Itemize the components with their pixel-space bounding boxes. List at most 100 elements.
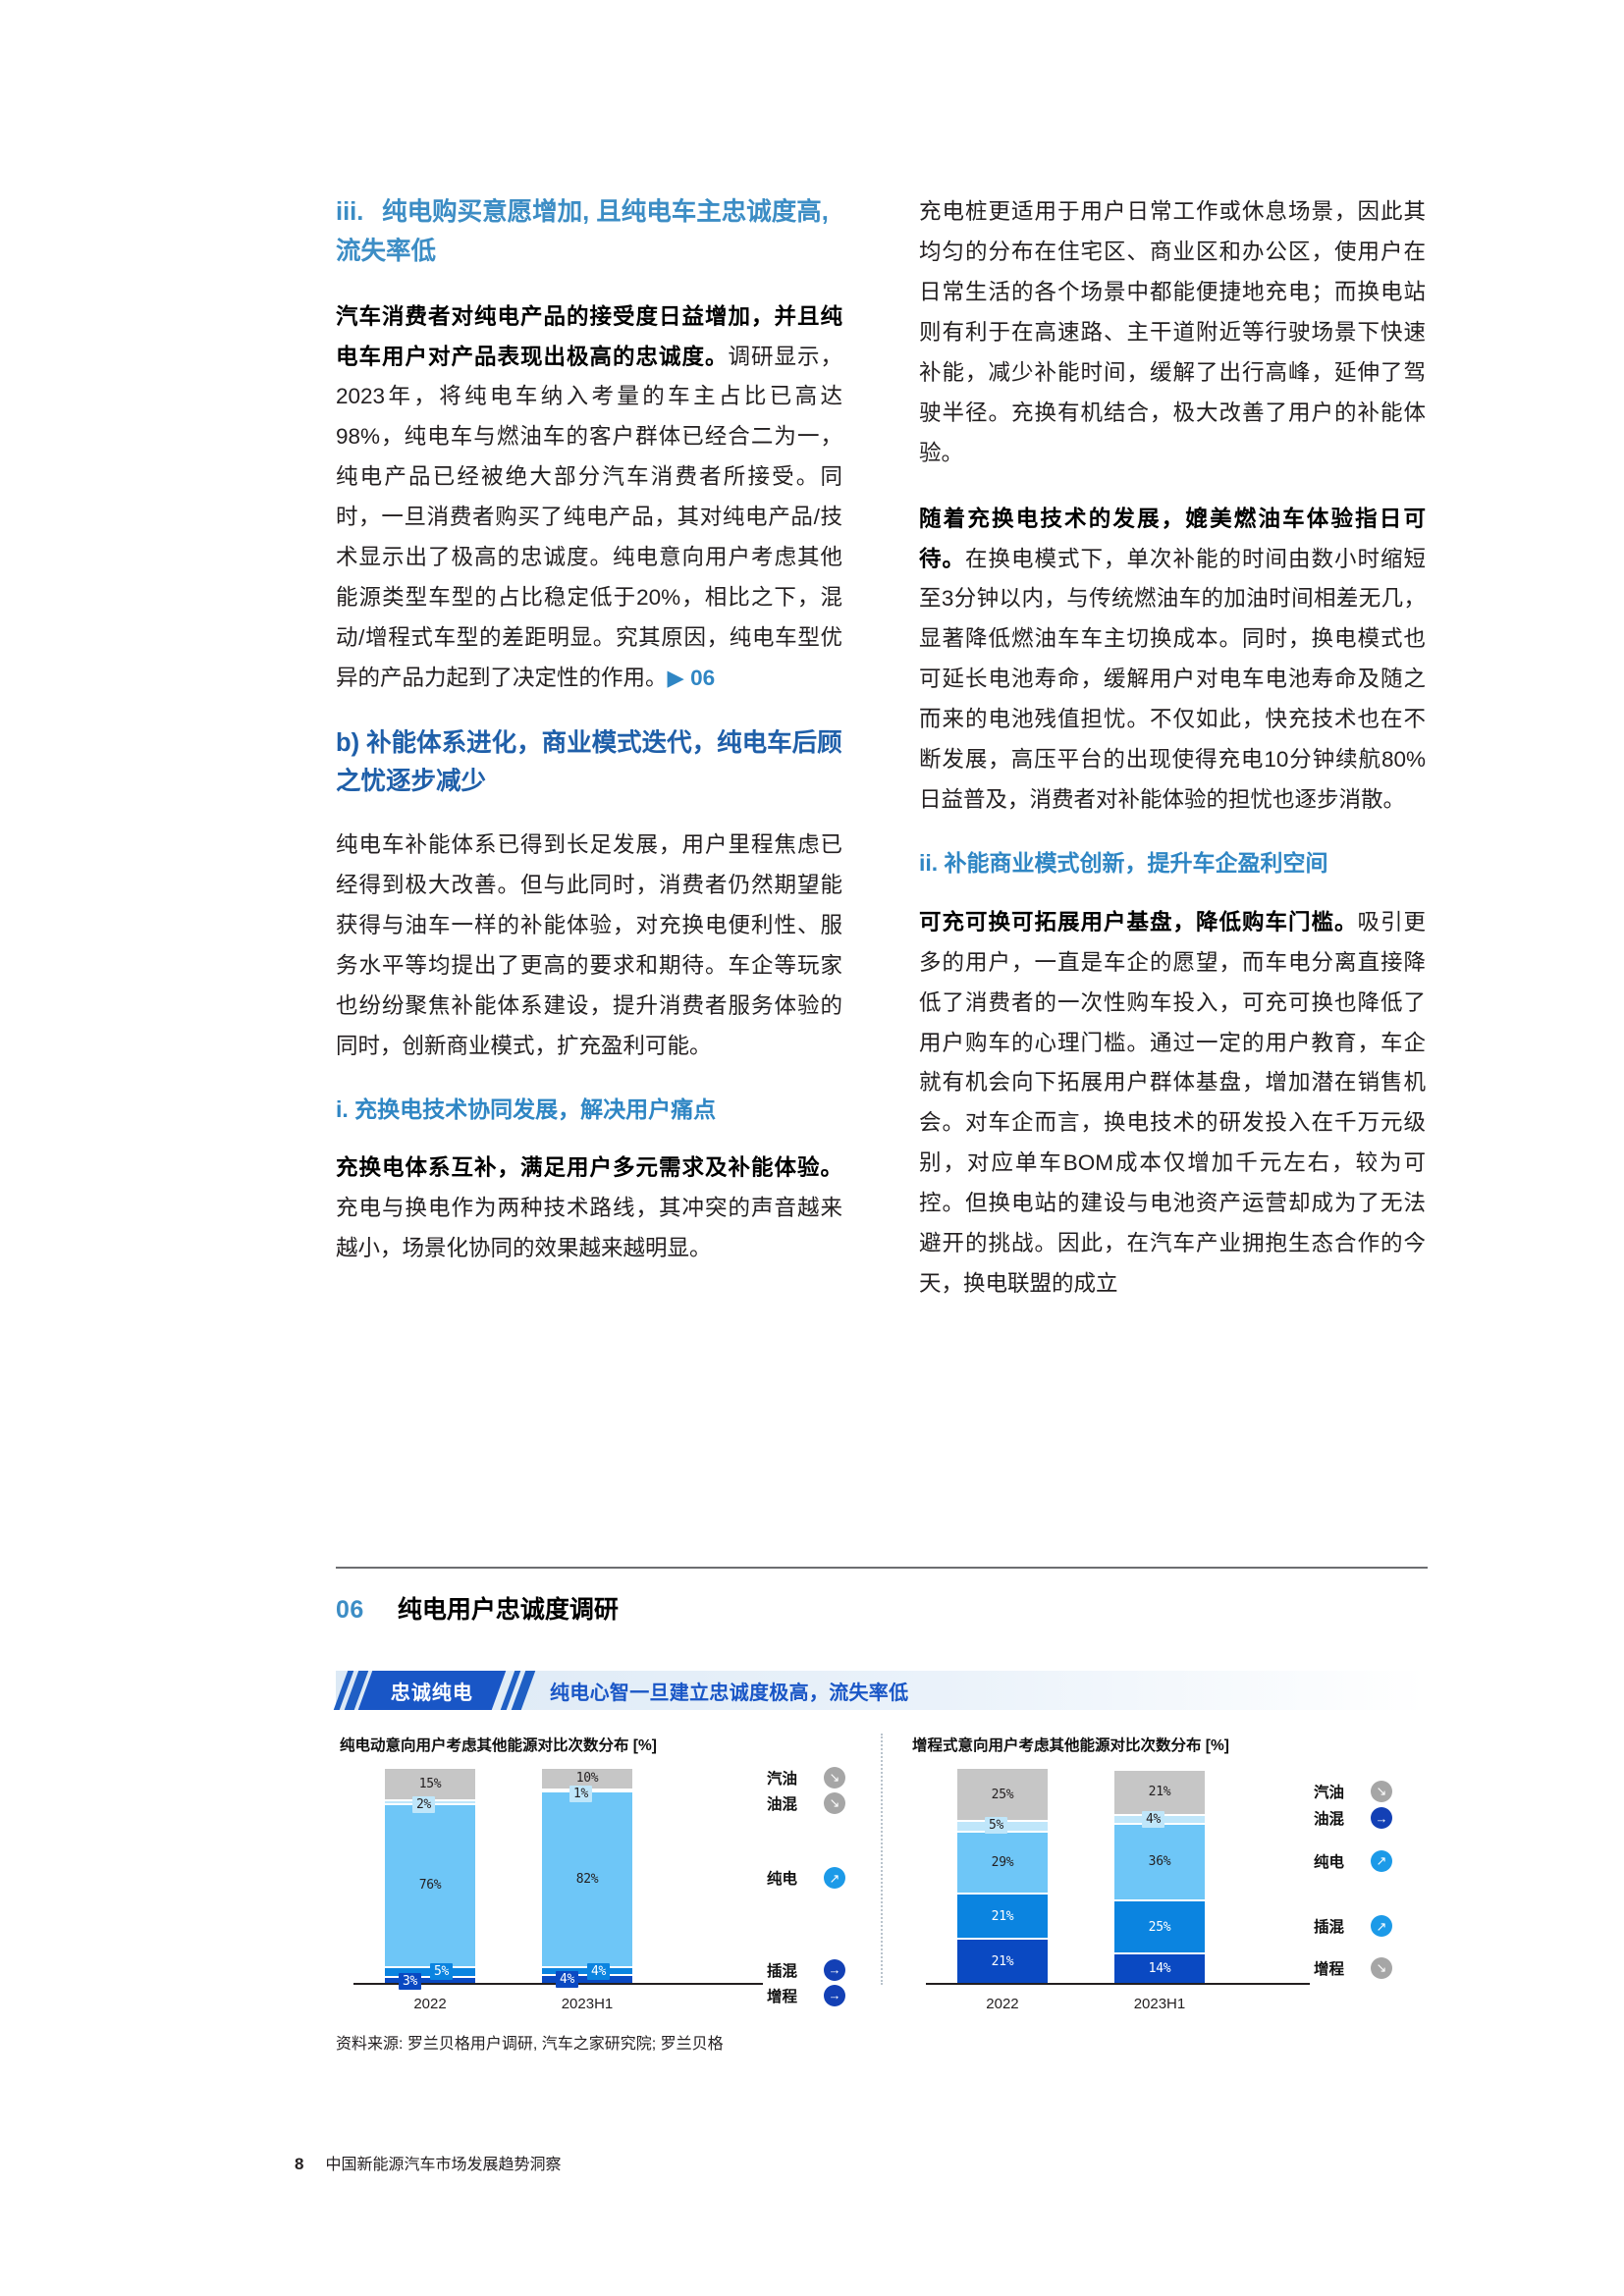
page-number: 8: [295, 2155, 304, 2173]
bar-segment-value: 36%: [1148, 1854, 1171, 1870]
right-paragraph-2: 随着充换电技术的发展，媲美燃油车体验指日可待。在换电模式下，单次补能的时间由数小…: [919, 500, 1426, 822]
bar-segment-hybrid: 2%: [385, 1795, 475, 1813]
arrow-up-right-icon: ↗: [1371, 1915, 1392, 1938]
legend-item-erev: 增程 ↘: [1314, 1956, 1428, 1979]
paragraph-2: 纯电车补能体系已得到长足发展，用户里程焦虑已经得到极大改善。但与此同时，消费者仍…: [336, 831, 842, 1058]
legend-item-label: 增程: [766, 1988, 797, 2005]
legend-item-label: 油混: [1314, 1811, 1345, 1829]
bar-segment-value: 1%: [569, 1785, 593, 1802]
bar-segment-value: 25%: [991, 1787, 1014, 1802]
bar-segment-hybrid: 5%: [956, 1817, 1048, 1835]
arrow-up-right-icon: ↗: [823, 1867, 845, 1890]
bar-segment-value: 21%: [991, 1908, 1014, 1924]
chart-right-caption: 增程式意向用户考虑其他能源对比次数分布 [%]: [911, 1737, 1229, 1754]
banner-tag-label: 忠诚纯电: [391, 1682, 473, 1704]
bar-segment-gasoline: 10%: [542, 1766, 632, 1789]
arrow-right-icon: →: [823, 1984, 845, 2006]
legend-item-label: 纯电: [766, 1871, 797, 1889]
bar-segment-value: 25%: [1148, 1919, 1171, 1935]
paragraph-3: 充换电体系互补，满足用户多元需求及补能体验。充电与换电作为两种技术路线，其冲突的…: [336, 1148, 842, 1269]
bar-segment-value: 5%: [430, 1962, 454, 1980]
bar-segment-hybrid: 1%: [542, 1785, 632, 1802]
legend-item-bev: 纯电 ↗: [1314, 1849, 1428, 1872]
chart-left-caption: 纯电动意向用户考虑其他能源对比次数分布 [%]: [340, 1737, 657, 1754]
figure-top-rule: [336, 1567, 1428, 1569]
bar-segment-value: 82%: [575, 1871, 599, 1887]
legend-item-gasoline: 汽油 ↘: [1314, 1780, 1428, 1802]
heading-iii-numeral: iii.: [336, 198, 364, 226]
right-paragraph-1: 充电桩更适用于用户日常工作或休息场景，因此其均匀的分布在住宅区、商业区和办公区，…: [919, 199, 1426, 465]
bar-segment-value: 4%: [587, 1962, 611, 1980]
chart-right: 增程式意向用户考虑其他能源对比次数分布 [%] 21% 21% 29% 5% 25% 20…: [880, 1734, 1428, 2012]
stacked-bar-2022: 3% 5% 76% 2% 15% 2022: [385, 1766, 475, 2012]
footer-title: 中国新能源汽车市场发展趋势洞察: [325, 2157, 562, 2173]
chart-legend: 汽油 ↘ 油混 ↘ 纯电 ↗ 插混 → 增程 →: [766, 1766, 881, 2006]
legend-item-label: 油混: [766, 1795, 797, 1813]
right-paragraph-3-bold: 可充可换可拓展用户基盘，降低购车门槛。: [919, 909, 1358, 934]
heading-iii-text: 纯电购买意愿增加, 且纯电车主忠诚度高, 流失率低: [336, 198, 829, 266]
arrow-right-icon: →: [823, 1958, 845, 1981]
bar-segment-phev: 21%: [956, 1893, 1048, 1939]
arrow-down-right-icon: ↘: [823, 1791, 845, 1814]
bar-segment-phev: 4%: [542, 1962, 632, 1980]
figure-title: 纯电用户忠诚度调研: [397, 1596, 619, 1624]
legend-item-hybrid: 油混 →: [1314, 1807, 1428, 1830]
right-column: 充电桩更适用于用户日常工作或休息场景，因此其均匀的分布在住宅区、商业区和办公区，…: [919, 192, 1426, 1330]
stacked-bar-2022: 21% 21% 29% 5% 25% 2022: [956, 1766, 1048, 2012]
x-axis-label: 2022: [986, 1996, 1019, 2012]
bar-segment-value: 3%: [399, 1973, 422, 1991]
bar-segment-erev: 21%: [956, 1938, 1048, 1983]
heading-iii: iii. 纯电购买意愿增加, 且纯电车主忠诚度高, 流失率低: [336, 192, 842, 272]
right-paragraph-3-rest: 吸引更多的用户，一直是车企的愿望，而车电分离直接降低了消费者的一次性购车投入，可…: [919, 909, 1426, 1297]
bar-segment-value: 29%: [991, 1855, 1014, 1871]
banner-subtitle: 纯电心智一旦建立忠诚度极高，流失率低: [550, 1682, 909, 1704]
bar-segment-value: 15%: [418, 1776, 442, 1791]
body-columns: iii. 纯电购买意愿增加, 且纯电车主忠诚度高, 流失率低 汽车消费者对纯电产…: [336, 192, 1426, 1330]
bar-segment-value: 2%: [412, 1795, 436, 1813]
bar-segment-value: 5%: [984, 1817, 1008, 1835]
bar-segment-value: 14%: [1148, 1961, 1171, 1977]
legend-item-label: 插混: [766, 1962, 797, 1980]
x-axis-label: 2022: [413, 1996, 447, 2012]
bar-segment-gasoline: 15%: [385, 1766, 475, 1799]
page-footer: 8 中国新能源汽车市场发展趋势洞察: [295, 2151, 561, 2174]
figure-reference-06[interactable]: ▶ 06: [667, 666, 716, 690]
chart-legend: 汽油 ↘ 油混 → 纯电 ↗ 插混 ↗ 增程 ↘: [1314, 1769, 1428, 1983]
bar-segment-erev: 14%: [1113, 1952, 1205, 1983]
bar-segment-bev: 82%: [542, 1789, 632, 1966]
bar-segment-gasoline: 21%: [1113, 1769, 1205, 1814]
figure-source: 资料来源: 罗兰贝格用户调研, 汽车之家研究院; 罗兰贝格: [336, 2036, 724, 2053]
arrow-down-right-icon: ↘: [823, 1766, 845, 1789]
heading-ii: ii. 补能商业模式创新，提升车企盈利空间: [919, 850, 1328, 877]
figure-06: 06 纯电用户忠诚度调研 忠诚纯电 纯电心智一旦建立忠诚度极高，流失率低 纯电动…: [333, 1567, 1428, 2054]
bar-segment-value: 21%: [991, 1953, 1014, 1969]
bar-segment-phev: 5%: [385, 1962, 475, 1980]
arrow-right-icon: →: [1371, 1807, 1392, 1830]
bar-segment-bev: 76%: [385, 1802, 475, 1966]
legend-item-erev: 增程 →: [766, 1984, 881, 2006]
paragraph-3-bold: 充换电体系互补，满足用户多元需求及补能体验。: [336, 1155, 842, 1181]
heading-i: i. 充换电技术协同发展，解决用户痛点: [336, 1095, 717, 1122]
bar-segment-bev: 29%: [956, 1831, 1048, 1894]
paragraph-1-rest: 调研显示，2023年，将纯电车纳入考量的车主占比已高达98%，纯电车与燃油车的客…: [336, 344, 842, 691]
bar-segment-gasoline: 25%: [956, 1766, 1048, 1821]
legend-item-phev: 插混 →: [766, 1958, 881, 1981]
right-paragraph-2-bold: 随着充换电技术的发展，媲美燃油车体验指日可待。: [919, 506, 1426, 571]
heading-section-b: b) 补能体系进化，商业模式迭代，纯电车后顾之忧逐步减少: [336, 728, 842, 796]
arrow-down-right-icon: ↘: [1371, 1956, 1392, 1979]
bar-segment-value: 21%: [1148, 1785, 1171, 1800]
bar-segment-value: 4%: [1141, 1810, 1165, 1828]
bar-segment-bev: 36%: [1113, 1822, 1205, 1899]
chart-right-x-axis: [925, 1983, 1310, 1985]
legend-item-label: 增程: [1314, 1960, 1345, 1978]
legend-item-label: 纯电: [1314, 1853, 1345, 1871]
figure-number: 06: [336, 1596, 364, 1624]
charts-row: 纯电动意向用户考虑其他能源对比次数分布 [%] 3% 5% 76% 2% 15% 2022…: [336, 1734, 1428, 2012]
left-column: iii. 纯电购买意愿增加, 且纯电车主忠诚度高, 流失率低 汽车消费者对纯电产…: [336, 192, 842, 1330]
banner-tag: 忠诚纯电: [357, 1671, 507, 1710]
arrow-up-right-icon: ↗: [1371, 1849, 1392, 1872]
legend-item-label: 汽油: [766, 1770, 797, 1788]
right-paragraph-3: 可充可换可拓展用户基盘，降低购车门槛。吸引更多的用户，一直是车企的愿望，而车电分…: [919, 903, 1426, 1305]
legend-item-label: 汽油: [1314, 1784, 1345, 1801]
